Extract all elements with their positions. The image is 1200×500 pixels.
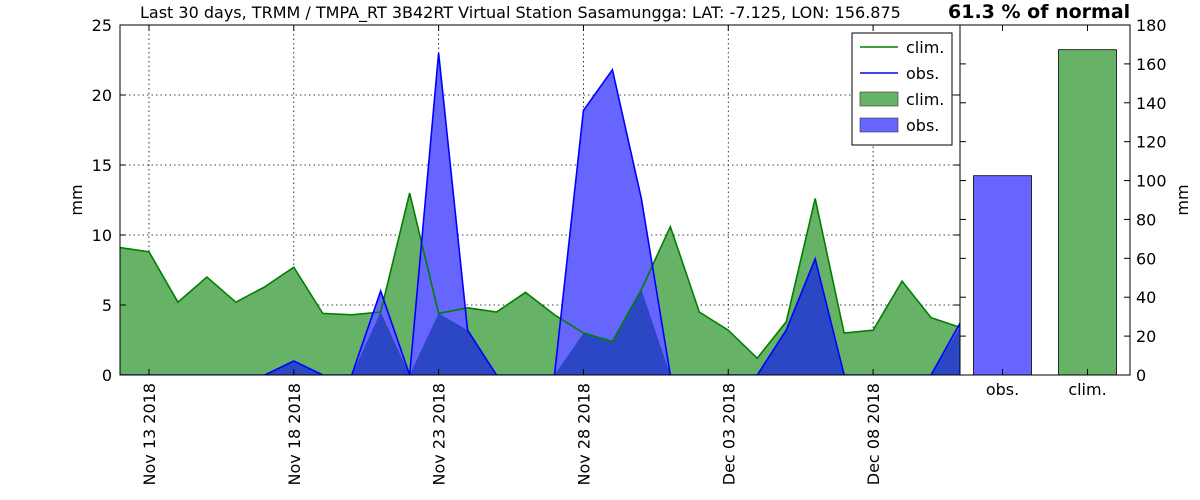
bar-y-tick-label: 100 <box>1136 172 1167 191</box>
legend-label: clim. <box>906 38 944 57</box>
y-tick-label: 0 <box>102 366 112 385</box>
percent-of-normal-label: 61.3 % of normal <box>948 1 1130 23</box>
x-tick-label: Nov 23 2018 <box>430 383 449 485</box>
bar-y-tick-label: 60 <box>1136 249 1156 268</box>
bar-plot-frame <box>959 24 1131 376</box>
bar-category-label: obs. <box>986 380 1019 399</box>
bar-y-axis-label: mm <box>1173 184 1192 215</box>
bar-y-tick-label: 80 <box>1136 210 1156 229</box>
bar-y-tick-label: 20 <box>1136 327 1156 346</box>
x-tick-label: Dec 03 2018 <box>719 383 738 485</box>
bar-1 <box>1058 49 1117 376</box>
y-tick-label: 25 <box>92 16 112 35</box>
y-tick-label: 20 <box>92 86 112 105</box>
bar-y-tick-label: 180 <box>1136 16 1167 35</box>
x-tick-label: Nov 18 2018 <box>285 383 304 485</box>
obs-line <box>120 52 960 375</box>
clim-area <box>120 193 960 375</box>
bar-y-tick-label: 120 <box>1136 133 1167 152</box>
x-tick-label: Nov 13 2018 <box>140 383 159 485</box>
plot-area <box>120 52 960 375</box>
x-tick-label: Nov 28 2018 <box>574 383 593 485</box>
legend: clim. obs. clim. obs. <box>851 32 953 146</box>
clim-line <box>120 192 960 360</box>
y-axis-label: mm <box>67 184 86 215</box>
bar-y-tick-label: 160 <box>1136 55 1167 74</box>
legend-label: clim. <box>906 90 944 109</box>
legend-label: obs. <box>906 64 939 83</box>
x-tick-label: Dec 08 2018 <box>864 383 883 485</box>
legend-patch-swatch <box>859 91 899 107</box>
bar-category-label: clim. <box>1068 380 1106 399</box>
bar-0 <box>973 175 1032 376</box>
bar-y-tick-label: 140 <box>1136 94 1167 113</box>
y-tick-label: 15 <box>92 156 112 175</box>
y-tick-label: 10 <box>92 226 112 245</box>
bar-y-tick-label: 0 <box>1136 366 1146 385</box>
y-tick-label: 5 <box>102 296 112 315</box>
chart-title: Last 30 days, TRMM / TMPA_RT 3B42RT Virt… <box>140 3 901 23</box>
total-bar-plot: obs. clim. 0 20 40 60 80 100 120 140 160 180 mm <box>959 16 1192 399</box>
legend-patch-swatch <box>859 117 899 133</box>
legend-label: obs. <box>906 116 939 135</box>
main-area-plot: 0 5 10 15 20 25 mm Nov 13 2018 Nov 18 2018 Nov 23… <box>67 16 961 485</box>
bar-y-tick-label: 40 <box>1136 288 1156 307</box>
